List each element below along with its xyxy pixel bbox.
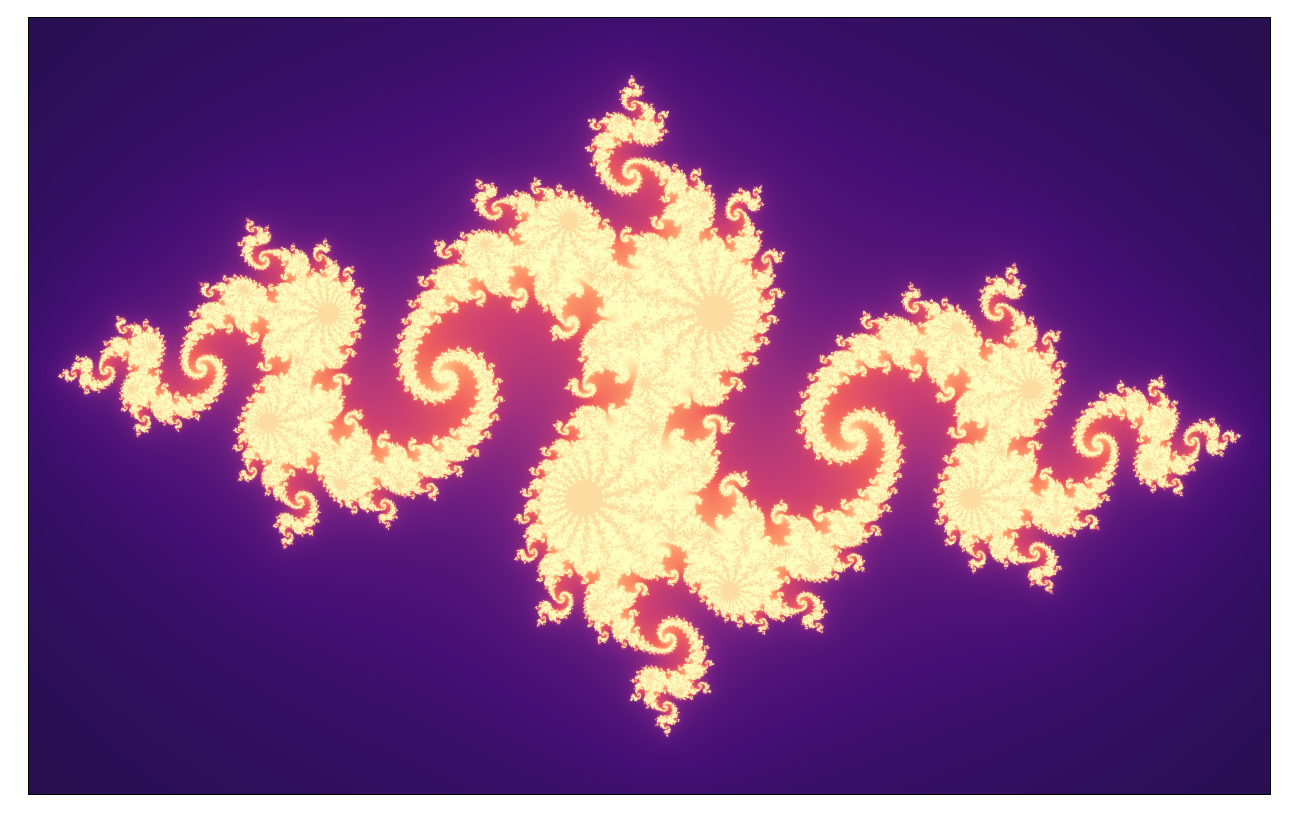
julia-set-image-frame — [28, 17, 1271, 795]
julia-set-canvas — [29, 18, 1270, 794]
